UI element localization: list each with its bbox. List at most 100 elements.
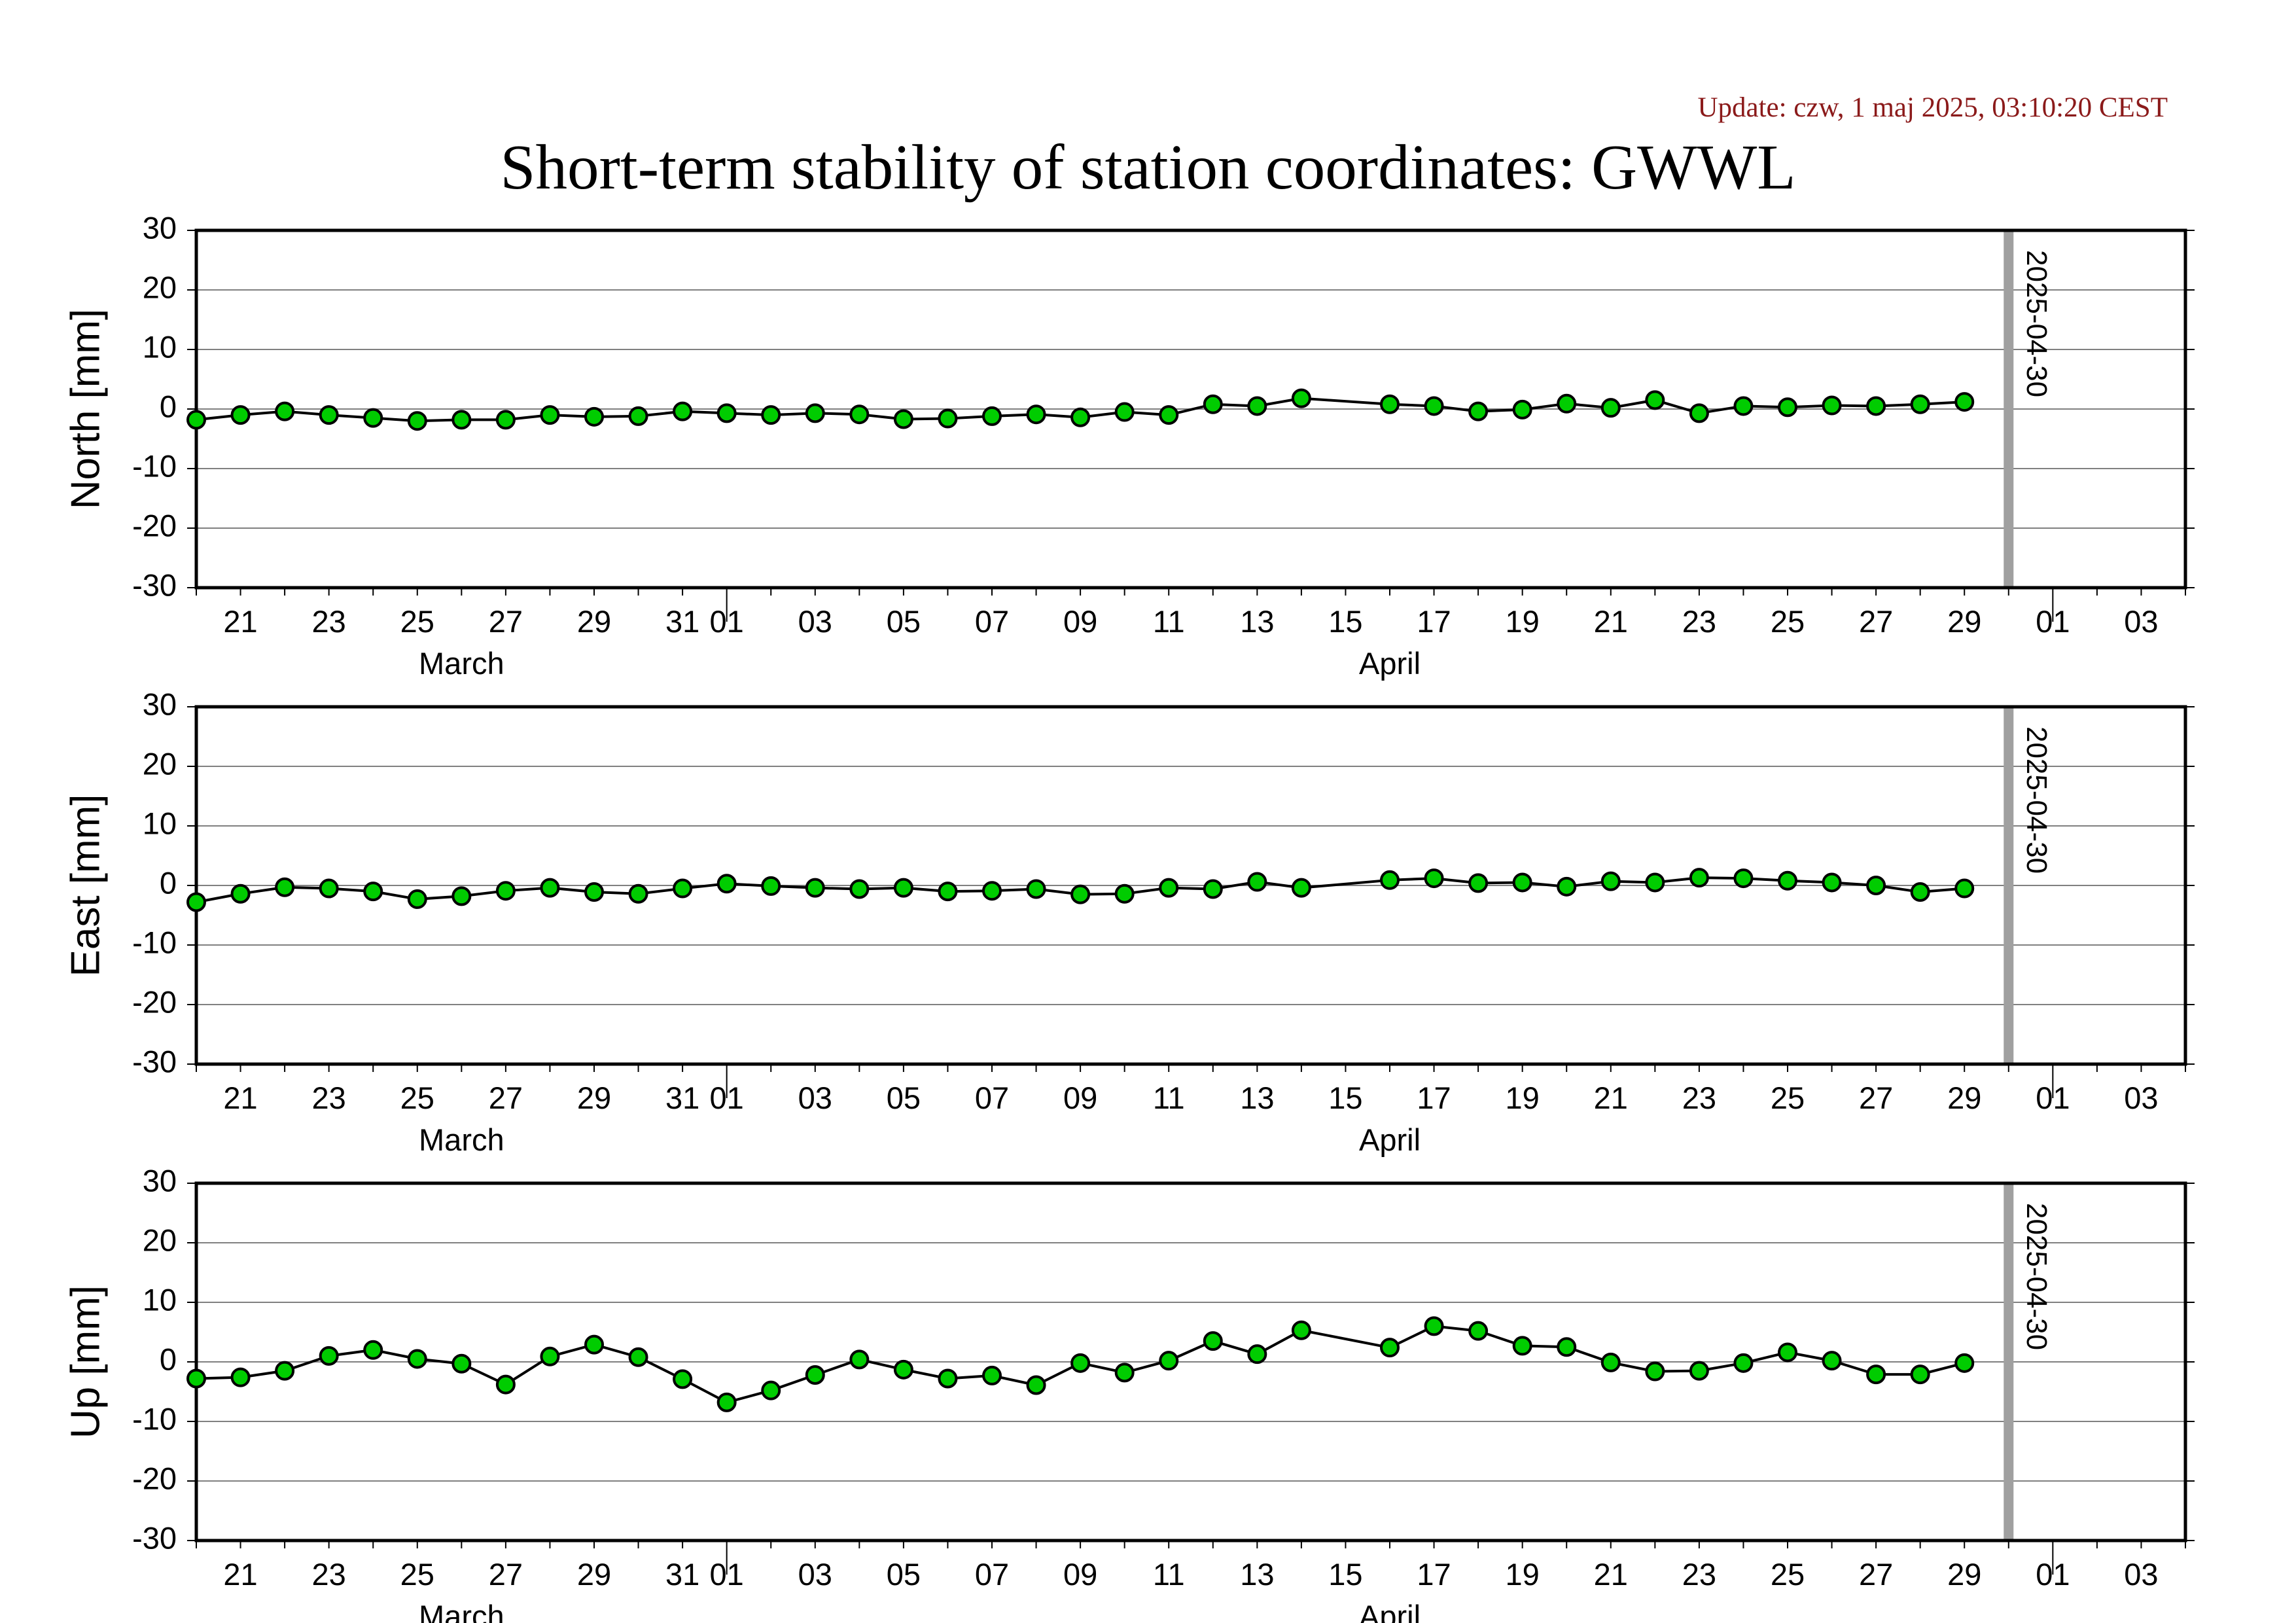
x-tick-label: 15 [1328, 1557, 1362, 1592]
y-tick-label: 10 [143, 806, 177, 840]
x-tick-label: 25 [1771, 1557, 1805, 1592]
data-point [1114, 883, 1135, 904]
data-point [1866, 396, 1886, 416]
data-point [186, 1368, 206, 1389]
data-point [1114, 1363, 1135, 1383]
data-point [628, 406, 648, 426]
x-tick-label: 27 [489, 1080, 523, 1115]
data-point [1203, 879, 1223, 899]
data-point [628, 883, 648, 904]
x-tick-label: 25 [1771, 604, 1805, 639]
month-label: April [1359, 1122, 1421, 1157]
y-axis-title: North [mm] [63, 309, 108, 510]
x-tick-label: 01 [2036, 1080, 2070, 1115]
x-tick-label: 09 [1063, 1080, 1097, 1115]
data-point [1380, 870, 1400, 890]
x-tick-label: 07 [975, 604, 1009, 639]
data-point [761, 405, 781, 425]
data-point [1424, 396, 1444, 416]
data-point [716, 403, 737, 423]
data-point [1866, 1364, 1886, 1385]
data-point [1778, 870, 1797, 891]
x-tick-label: 07 [975, 1557, 1009, 1592]
data-point [584, 882, 604, 902]
data-point [1512, 1336, 1532, 1356]
data-point [1910, 394, 1930, 414]
data-point [849, 1349, 870, 1370]
data-point [230, 405, 251, 425]
x-tick-label: 17 [1417, 1080, 1451, 1115]
chart-title: Short-term stability of station coordina… [500, 132, 1796, 202]
data-point [540, 1346, 560, 1366]
data-point [1070, 407, 1091, 427]
data-point [451, 410, 472, 430]
x-tick-label: 01 [2036, 604, 2070, 639]
data-point [982, 406, 1002, 426]
x-tick-label: 05 [887, 604, 921, 639]
data-point [1070, 1353, 1091, 1373]
x-tick-label: 23 [1682, 1557, 1716, 1592]
data-point [805, 403, 825, 423]
x-tick-label: 31 [665, 1080, 699, 1115]
data-point [363, 1340, 383, 1360]
data-point [761, 876, 781, 896]
x-tick-label: 11 [1153, 1557, 1185, 1592]
date-marker-label: 2025-04-30 [2021, 726, 2053, 874]
x-tick-label: 25 [1771, 1080, 1805, 1115]
month-label: March [419, 646, 504, 681]
data-point [230, 883, 251, 904]
data-point [1910, 1364, 1930, 1385]
data-point [1778, 1342, 1797, 1363]
data-point [407, 889, 427, 909]
data-point [716, 1392, 737, 1412]
data-point [1557, 393, 1577, 414]
x-tick-label: 27 [1859, 1557, 1893, 1592]
data-point [1159, 405, 1179, 425]
y-tick-label: 0 [160, 389, 177, 423]
data-point [1822, 395, 1842, 416]
y-tick-label: 30 [143, 1163, 177, 1198]
x-tick-label: 13 [1240, 604, 1274, 639]
data-point [628, 1347, 648, 1367]
date-marker-label: 2025-04-30 [2021, 1203, 2053, 1350]
x-tick-label: 23 [312, 1557, 346, 1592]
data-point [363, 408, 383, 428]
data-point [805, 878, 825, 898]
x-tick-label: 03 [2124, 604, 2158, 639]
data-point [1114, 402, 1135, 422]
data-point [1291, 878, 1311, 898]
data-point [893, 1359, 913, 1380]
x-tick-label: 29 [1947, 1557, 1981, 1592]
data-point [1070, 884, 1091, 904]
series-line [196, 876, 1965, 904]
x-tick-label: 29 [577, 1080, 611, 1115]
data-point [1203, 394, 1223, 414]
series-line [196, 1325, 1965, 1404]
data-point [495, 881, 516, 901]
data-point [1512, 399, 1532, 419]
x-tick-label: 23 [1682, 1080, 1716, 1115]
data-point [451, 886, 472, 906]
data-point [540, 405, 560, 425]
x-tick-label: 11 [1153, 1080, 1185, 1115]
x-tick-label: 19 [1506, 1557, 1540, 1592]
data-point [1645, 390, 1665, 410]
x-tick-label: 01 [710, 1557, 744, 1592]
y-tick-label: 20 [143, 746, 177, 781]
month-label: March [419, 1599, 504, 1623]
data-point [1159, 1351, 1179, 1371]
data-point [1159, 878, 1179, 898]
data-point [673, 878, 693, 899]
data-point [363, 882, 383, 902]
data-point [849, 879, 870, 899]
x-tick-label: 15 [1328, 604, 1362, 639]
y-tick-label: -20 [132, 1461, 177, 1495]
x-tick-label: 09 [1063, 1557, 1097, 1592]
y-tick-label: 10 [143, 329, 177, 364]
x-tick-label: 21 [223, 1080, 257, 1115]
data-point [540, 878, 560, 898]
data-point [1468, 1321, 1489, 1341]
x-tick-label: 27 [489, 1557, 523, 1592]
data-point [938, 882, 958, 902]
x-tick-label: 17 [1417, 604, 1451, 639]
